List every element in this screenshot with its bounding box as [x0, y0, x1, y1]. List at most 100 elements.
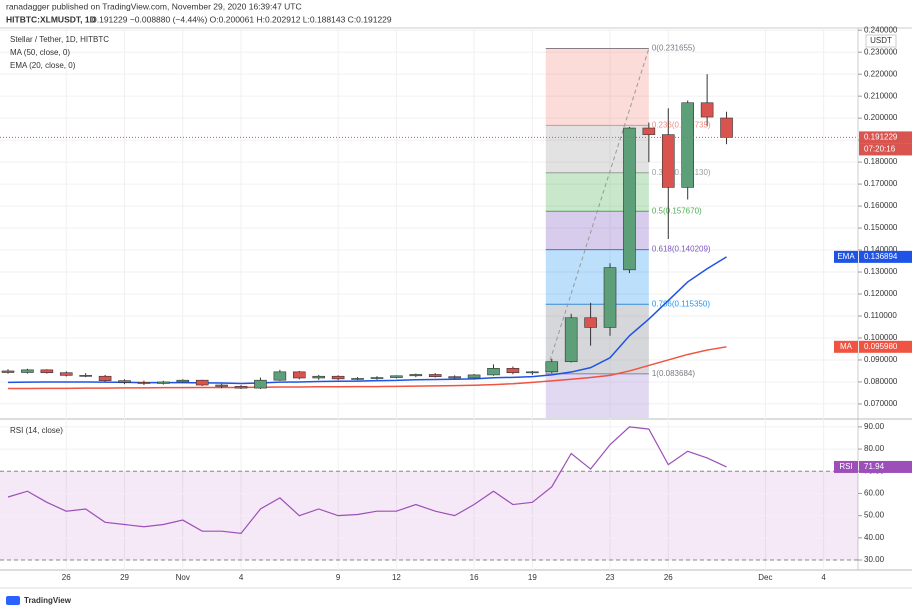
candle-body — [545, 361, 559, 373]
badge-name: RSI — [839, 462, 852, 471]
candle-body — [448, 376, 461, 379]
candle-body — [79, 375, 92, 377]
x-tick-label: 12 — [392, 573, 401, 582]
candle-body — [661, 134, 675, 188]
badge-tag — [834, 460, 858, 473]
ma-line — [8, 346, 727, 390]
y-tick-label: 0.240000 — [864, 25, 898, 34]
price-badge — [859, 340, 912, 353]
candle-body — [157, 381, 170, 384]
candle-body — [428, 374, 442, 377]
candle-body — [59, 372, 73, 376]
candle-body — [215, 384, 228, 387]
quote: 0.191229 −0.008880 (−4.44%) O:0.200061 H… — [92, 14, 392, 24]
badge-value: 0.191229 — [864, 133, 898, 142]
y-tick-label: 90.00 — [864, 422, 885, 431]
badge-name: MA — [840, 342, 853, 351]
candle-body — [137, 382, 151, 384]
y-tick-label: 0.200000 — [864, 113, 898, 122]
x-tick-label: Nov — [176, 573, 190, 582]
publisher: ranadagger published on TradingView.com,… — [6, 1, 302, 11]
badge-tag — [834, 340, 858, 353]
rsi-title: RSI (14, close) — [10, 426, 63, 435]
badge-value: 71.94 — [864, 462, 885, 471]
y-tick-label: 30.00 — [864, 555, 885, 564]
candle-body — [564, 317, 578, 363]
fib-extension — [545, 373, 649, 418]
y-tick-label: 0.210000 — [864, 91, 898, 100]
candle-body — [176, 379, 190, 383]
badge-value: 0.136894 — [864, 252, 898, 261]
candle-body — [487, 368, 500, 376]
candle-body — [603, 267, 617, 328]
x-tick-label: 9 — [336, 573, 341, 582]
candle-body — [506, 368, 520, 374]
y-tick-label: 0.100000 — [864, 333, 898, 342]
y-tick-label: 60.00 — [864, 489, 885, 498]
y-tick-label: 0.110000 — [864, 311, 897, 320]
symbol: HITBTC:XLMUSDT, 1D — [6, 14, 96, 24]
candle-body — [526, 371, 539, 374]
rsi-line — [7, 426, 727, 535]
unit-box — [865, 34, 897, 48]
candle-body — [21, 369, 34, 373]
plot-layer: 26 29 Nov 4 9 12 16 19 23 26 Dec 4 0.070000 0.080000 0… — [0, 25, 912, 582]
fib-label: 0.786(0.115350) — [652, 299, 710, 308]
y-tick-label: 0.120000 — [864, 289, 898, 298]
badge-value: 0.095980 — [864, 342, 898, 351]
x-tick-label: 16 — [470, 573, 479, 582]
candle-body — [409, 374, 423, 377]
candle-body — [700, 102, 714, 118]
logo — [6, 596, 20, 605]
x-tick-label: 4 — [239, 573, 244, 582]
fib-zone — [545, 304, 649, 374]
badge-name: EMA — [837, 252, 855, 261]
candle-body — [623, 127, 636, 271]
y-tick-label: 0.170000 — [864, 179, 898, 188]
fib-label: 0(0.231655) — [652, 44, 695, 53]
y-tick-label: 0.080000 — [864, 377, 898, 386]
x-tick-label: 26 — [62, 573, 71, 582]
y-tick-label: 50.00 — [864, 511, 885, 520]
candle-body — [98, 375, 112, 381]
x-tick-label: 23 — [606, 573, 615, 582]
candle-body — [351, 378, 364, 380]
x-tick-label: 26 — [664, 573, 673, 582]
candle-body — [234, 386, 248, 389]
y-tick-label: 40.00 — [864, 533, 885, 542]
candle-body — [642, 127, 656, 135]
candle-body — [390, 375, 403, 378]
candle-body — [254, 379, 267, 389]
y-tick-label: 0.220000 — [864, 69, 898, 78]
x-tick-label: 19 — [528, 573, 537, 582]
y-tick-label: 0.160000 — [864, 201, 898, 210]
candle-body — [1, 370, 15, 373]
price-badge — [859, 250, 912, 263]
ema-legend: EMA (20, close, 0) — [10, 61, 76, 70]
price-badge — [859, 131, 912, 144]
candle-body — [312, 375, 326, 379]
price-badge — [859, 460, 912, 473]
y-tick-label: 0.130000 — [864, 267, 898, 276]
candle-body — [118, 380, 131, 383]
candle-body — [331, 375, 345, 380]
y-tick-label: 0.140000 — [864, 245, 898, 254]
x-tick-label: 29 — [120, 573, 129, 582]
brand: TradingView — [24, 596, 72, 605]
fib-label: 0.236(0.196735) — [652, 120, 711, 129]
badge-tag — [834, 250, 858, 263]
countdown: 07:20:16 — [864, 145, 896, 154]
candle-body — [273, 371, 287, 381]
candle-body — [681, 102, 695, 188]
y-tick-label: 80.00 — [864, 444, 885, 453]
candle-body — [370, 377, 384, 379]
candle-body — [40, 369, 54, 374]
ma-legend: MA (50, close, 0) — [10, 48, 70, 57]
fib-label: 0.618(0.140209) — [652, 245, 711, 254]
y-tick-label: 0.090000 — [864, 355, 898, 364]
candle-body — [584, 317, 597, 328]
fib-zone — [545, 48, 649, 126]
candle-body — [467, 374, 481, 379]
